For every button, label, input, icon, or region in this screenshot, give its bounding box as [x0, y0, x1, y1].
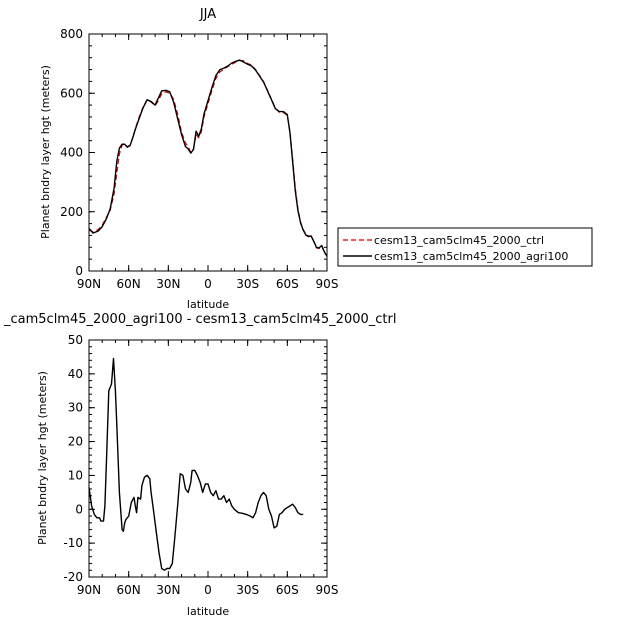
bottom-xlabel: latitude	[187, 605, 229, 618]
bottom-xtick-label: 90N	[77, 583, 101, 597]
bottom-ytick-label: 0	[75, 502, 83, 516]
bottom-ytick-label: 40	[68, 367, 83, 381]
legend: cesm13_cam5clm45_2000_ctrl cesm13_cam5cl…	[337, 227, 593, 267]
top-xtick-label: 90N	[77, 277, 101, 291]
panel-bottom: _cam5clm45_2000_agri100 - cesm13_cam5clm…	[3, 312, 396, 618]
top-xtick-label: 60S	[276, 277, 299, 291]
top-xtick-label: 30N	[156, 277, 180, 291]
bottom-xtick-label: 90S	[316, 583, 339, 597]
top-ytick-label: 200	[60, 205, 83, 219]
top-ytick-label: 600	[60, 86, 83, 100]
top-xtick-label: 0	[204, 277, 212, 291]
bottom-plot-frame	[88, 339, 328, 578]
bottom-ytick-label: 10	[68, 468, 83, 482]
bottom-xtick-label: 30S	[236, 583, 259, 597]
top-ytick-label: 0	[75, 264, 83, 278]
bottom-xtick-label: 60S	[276, 583, 299, 597]
bottom-xtick-label: 30N	[156, 583, 180, 597]
top-plot-area: 90N 60N 30N 0 30S 60S 90S 0 200 400 600 800	[60, 27, 338, 291]
bottom-ytick-label: -10	[63, 536, 83, 550]
top-ytick-label: 800	[60, 27, 83, 41]
top-xtick-label: 30S	[236, 277, 259, 291]
bottom-xtick-label: 0	[204, 583, 212, 597]
bottom-ytick-label: 30	[68, 401, 83, 415]
top-xtick-label: 60N	[117, 277, 141, 291]
top-title: JJA	[199, 7, 216, 22]
legend-box	[337, 227, 593, 267]
top-ytick-label: 400	[60, 146, 83, 160]
bottom-xtick-label: 60N	[117, 583, 141, 597]
top-xlabel: latitude	[187, 298, 229, 311]
panel-top: JJA 90N 60N 30N 0 30S 60S 90S 0 200 400 600 800 lat…	[39, 7, 338, 311]
top-series-line-0	[88, 60, 328, 257]
bottom-ytick-label: 50	[68, 333, 83, 347]
bottom-ytick-label: 20	[68, 435, 83, 449]
legend-label-ctrl: cesm13_cam5clm45_2000_ctrl	[374, 234, 544, 247]
bottom-plot-area: 90N 60N 30N 0 30S 60S 90S -20 -10 0 10 20 30 40 50	[63, 333, 338, 597]
top-xtick-label: 90S	[316, 277, 339, 291]
bottom-ylabel: Planet bndry layer hgt (meters)	[36, 371, 49, 545]
bottom-title: _cam5clm45_2000_agri100 - cesm13_cam5clm…	[3, 312, 396, 327]
top-ylabel: Planet bndry layer hgt (meters)	[39, 65, 52, 239]
legend-label-agri100: cesm13_cam5clm45_2000_agri100	[374, 250, 568, 263]
bottom-series-line-0	[88, 357, 304, 571]
bottom-ytick-label: -20	[63, 570, 83, 584]
top-series-line-1	[88, 59, 328, 257]
